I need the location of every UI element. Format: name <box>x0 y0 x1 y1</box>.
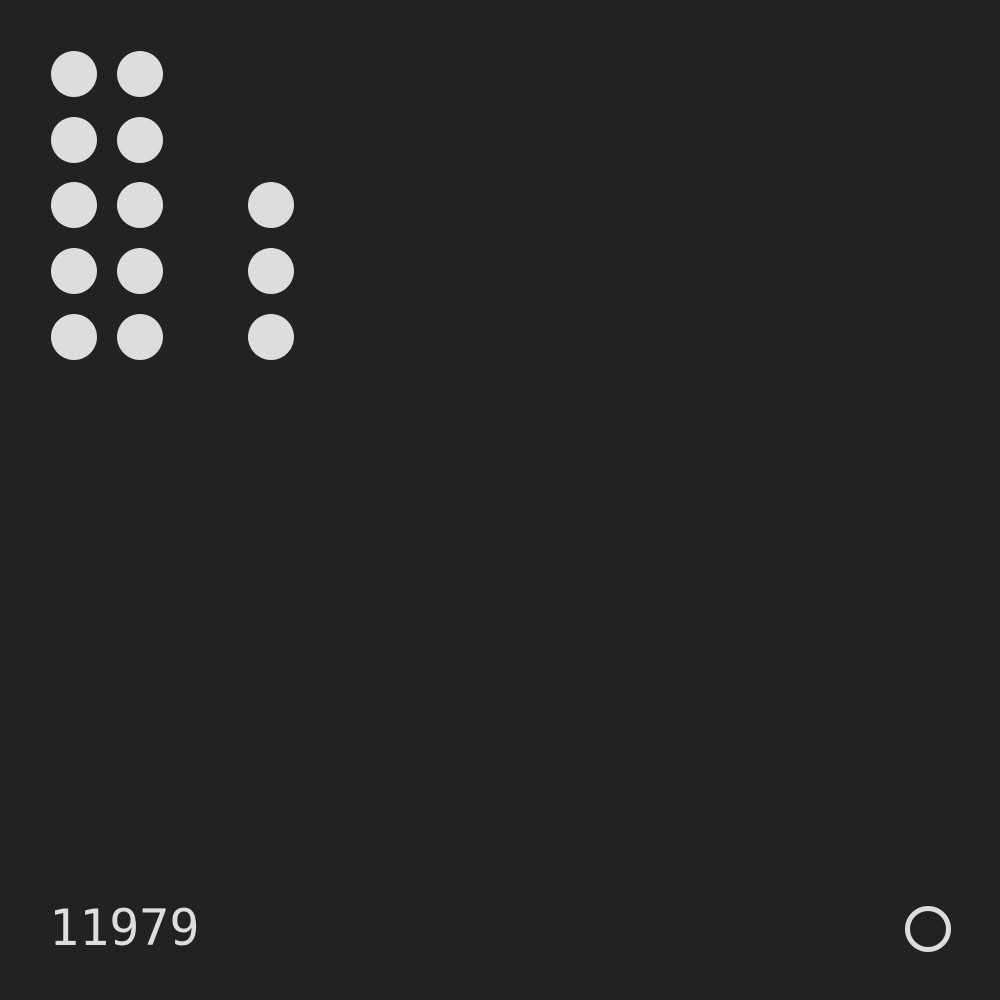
dot-r5-c1 <box>51 313 97 360</box>
dot-r2-c1 <box>51 116 97 163</box>
dot-r4-c4 <box>248 248 295 295</box>
ring-icon <box>905 906 951 952</box>
dot-r4-c1 <box>51 248 97 295</box>
dot-r5-c4 <box>248 313 295 360</box>
dot-r3-c4 <box>248 182 295 229</box>
dot-r4-c2 <box>116 248 163 295</box>
dot-r3-c2 <box>116 182 163 229</box>
dot-r5-c2 <box>116 313 163 360</box>
dot-r2-c2 <box>116 116 163 163</box>
dot-r1-c1 <box>51 51 97 97</box>
number-label: 11979 <box>49 899 200 957</box>
dot-r1-c2 <box>116 51 163 97</box>
dot-r3-c1 <box>51 182 97 229</box>
